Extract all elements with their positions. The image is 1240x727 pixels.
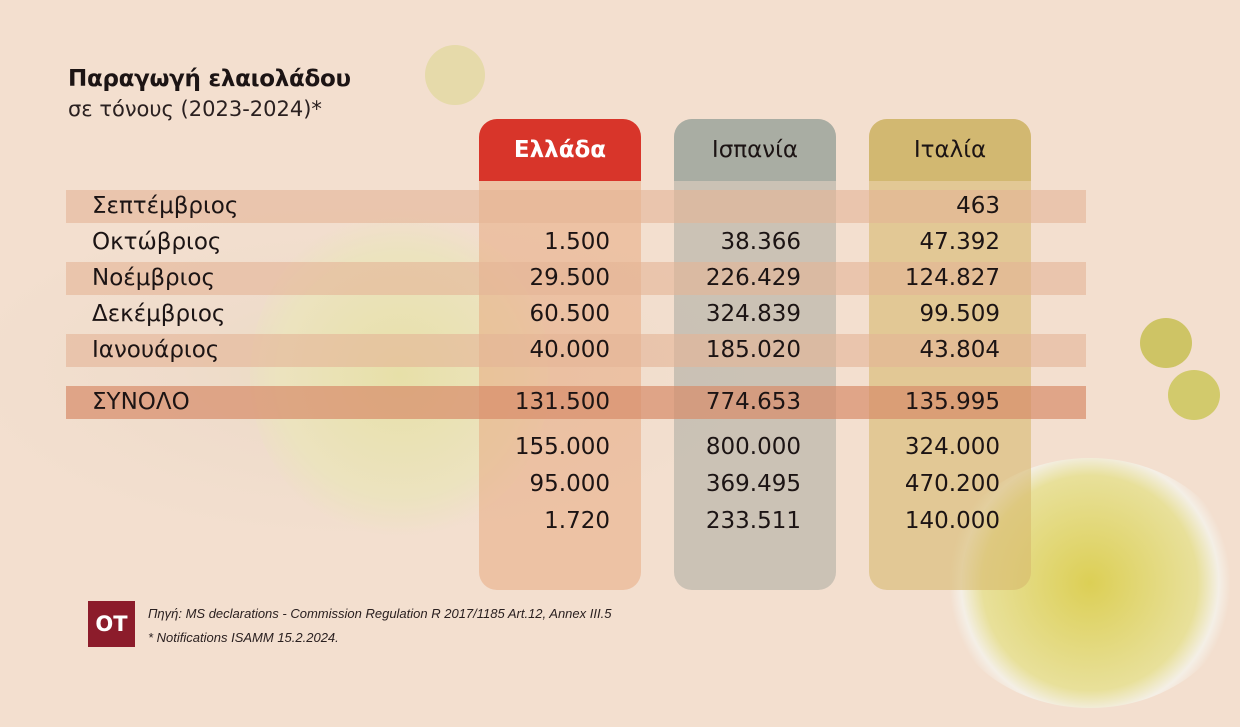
row-label: Ιανουάριος (92, 337, 220, 363)
row-label: Δεκέμβριος (92, 301, 226, 327)
chart-title: Παραγωγή ελαιολάδου (68, 66, 351, 92)
value-cell-greece: 131.500 (514, 389, 610, 415)
column-header-spain: Ισπανία (674, 119, 836, 181)
value-cell-spain: 233.511 (705, 508, 801, 534)
ot-logo: OT (88, 601, 135, 647)
value-cell-greece: 95.000 (529, 471, 610, 497)
value-cell-spain: 185.020 (705, 337, 801, 363)
value-cell-italy: 135.995 (904, 389, 1000, 415)
value-cell-spain: 369.495 (705, 471, 801, 497)
olive-image (1140, 318, 1192, 368)
value-cell-italy: 140.000 (904, 508, 1000, 534)
total-row-stripe (66, 386, 1086, 419)
value-cell-greece (410, 190, 610, 223)
value-cell-greece: 29.500 (529, 265, 610, 291)
source-text: Πηγή: MS declarations - Commission Regul… (148, 606, 612, 621)
footnote-text: * Notifications ISAMM 15.2.2024. (148, 630, 339, 645)
value-cell-italy: 99.509 (919, 301, 1000, 327)
value-cell-spain: 774.653 (705, 389, 801, 415)
value-cell-spain: 800.000 (705, 434, 801, 460)
value-cell-italy: 43.804 (919, 337, 1000, 363)
olive-image (425, 45, 485, 105)
value-cell-spain: 324.839 (705, 301, 801, 327)
row-stripe (66, 190, 1086, 223)
value-cell-spain: 226.429 (705, 265, 801, 291)
column-header-italy: Ιταλία (869, 119, 1031, 181)
value-cell-italy: 124.827 (904, 265, 1000, 291)
value-cell-italy: 324.000 (904, 434, 1000, 460)
value-cell-greece: 155.000 (514, 434, 610, 460)
value-cell-greece: 1.720 (544, 508, 610, 534)
value-cell-italy: 47.392 (919, 229, 1000, 255)
row-label: Νοέμβριος (92, 265, 215, 291)
value-cell-spain: 38.366 (720, 229, 801, 255)
value-cell-spain (601, 190, 801, 223)
row-stripe (66, 262, 1086, 295)
chart-subtitle: σε τόνους (2023-2024)* (68, 97, 322, 121)
olive-image (1168, 370, 1220, 420)
value-cell-greece: 1.500 (544, 229, 610, 255)
value-cell-greece: 60.500 (529, 301, 610, 327)
row-label: Σεπτέμβριος (92, 193, 239, 219)
row-label: Οκτώβριος (92, 229, 222, 255)
value-cell-greece: 40.000 (529, 337, 610, 363)
column-header-greece: Ελλάδα (479, 119, 641, 181)
row-label: ΣΥΝΟΛΟ (92, 389, 190, 415)
value-cell-italy: 470.200 (904, 471, 1000, 497)
row-stripe (66, 334, 1086, 367)
value-cell-italy: 463 (956, 193, 1000, 219)
